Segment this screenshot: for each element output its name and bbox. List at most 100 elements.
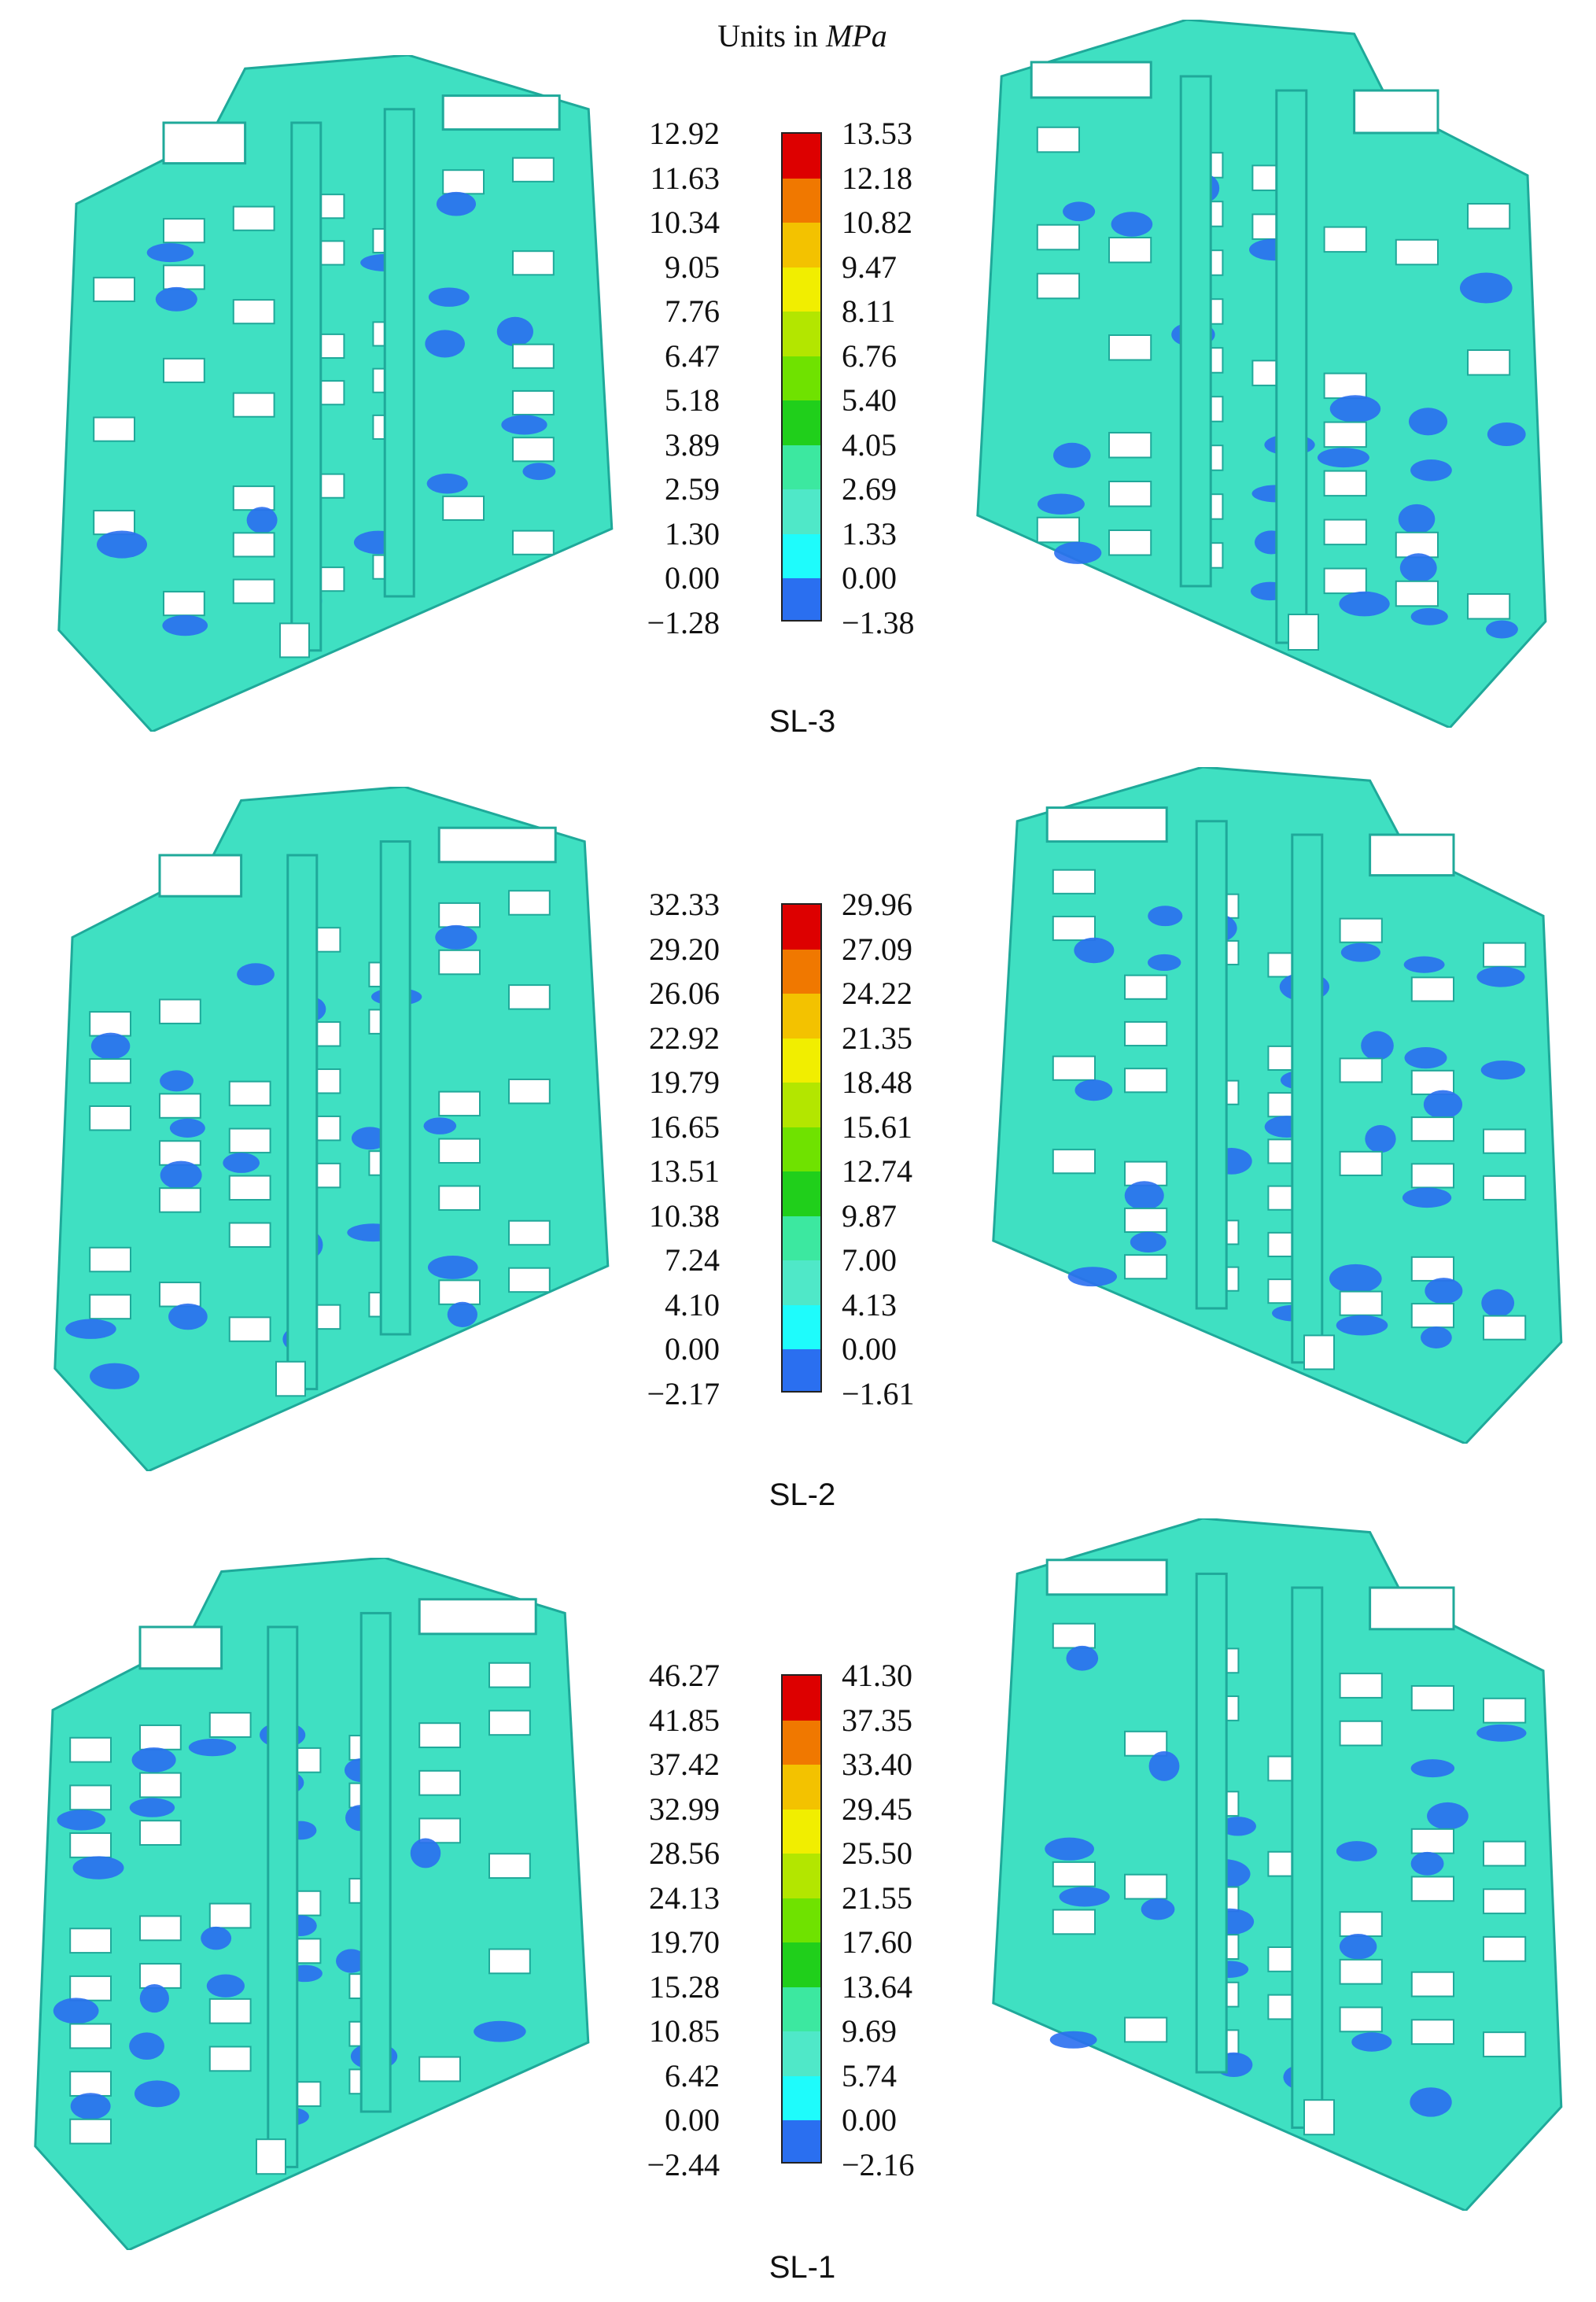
- colorbar-tick-right: 8.11: [842, 293, 896, 329]
- colorbar-swatch: [783, 1127, 820, 1171]
- colorbar-tick-left: 6.47: [665, 338, 720, 374]
- colorbar-swatch: [783, 1987, 820, 2031]
- colorbar-tick-right: 27.09: [842, 931, 912, 967]
- colorbar-tick-left: 10.34: [649, 205, 720, 240]
- colorbar-tick-right: 4.13: [842, 1286, 897, 1323]
- colorbar-swatch: [783, 1171, 820, 1216]
- colorbar-tick-right: 37.35: [842, 1702, 912, 1738]
- colorbar-tick-right: 2.69: [842, 471, 897, 507]
- colorbar-tick-left: 32.99: [649, 1791, 720, 1827]
- colorbar-swatch: [783, 2075, 820, 2120]
- units-label: Units in MPa: [708, 17, 897, 54]
- colorbar-tick-right: 5.40: [842, 382, 897, 418]
- colorbar-tick-left: 5.18: [665, 382, 720, 418]
- colorbar-tick-left: 11.63: [650, 160, 720, 196]
- colorbar-swatch: [783, 1676, 820, 1721]
- colorbar-tick-left: 46.27: [649, 1658, 720, 1693]
- colorbar-swatch: [783, 1216, 820, 1260]
- colorbar-tick-right: 13.64: [842, 1968, 912, 2005]
- colorbar: [781, 1674, 822, 2164]
- colorbar-tick-left: 26.06: [649, 976, 720, 1011]
- building-fe-model: [992, 1518, 1563, 2211]
- colorbar-swatch: [783, 1898, 820, 1942]
- colorbar-tick-left: 0.00: [665, 1331, 720, 1367]
- colorbar-tick-left: 29.20: [649, 931, 720, 967]
- colorbar-tick-left: 10.38: [649, 1197, 720, 1234]
- colorbar-tick-left: 4.10: [665, 1286, 720, 1323]
- colorbar-tick-right: 0.00: [842, 1331, 897, 1367]
- colorbar-swatch: [783, 312, 820, 356]
- colorbar-tick-left: 1.30: [665, 515, 720, 552]
- colorbar-tick-left: 15.28: [649, 1968, 720, 2005]
- colorbar-swatch: [783, 489, 820, 534]
- colorbar-tick-right: 24.22: [842, 976, 912, 1011]
- colorbar-tick-left: 2.59: [665, 471, 720, 507]
- colorbar-tick-left: 16.65: [649, 1109, 720, 1145]
- colorbar-tick-right: −1.61: [842, 1375, 915, 1411]
- colorbar-tick-right: 9.69: [842, 2013, 897, 2049]
- colorbar-tick-left: 19.70: [649, 1924, 720, 1960]
- colorbar-swatch: [783, 1083, 820, 1127]
- colorbar-swatch: [783, 1304, 820, 1349]
- panel-label: SL-1: [769, 2250, 836, 2285]
- colorbar-tick-left: 22.92: [649, 1020, 720, 1056]
- colorbar-tick-left: 0.00: [665, 560, 720, 596]
- units-unit: MPa: [826, 18, 887, 53]
- colorbar-tick-right: 17.60: [842, 1924, 912, 1960]
- colorbar-tick-left: 9.05: [665, 249, 720, 285]
- building-fe-model: [57, 55, 614, 732]
- colorbar-swatch: [783, 134, 820, 179]
- colorbar-swatch: [783, 400, 820, 445]
- colorbar: [781, 132, 822, 622]
- colorbar-tick-right: 29.45: [842, 1791, 912, 1827]
- colorbar-tick-left: 3.89: [665, 426, 720, 463]
- colorbar-swatch: [783, 223, 820, 267]
- colorbar-tick-right: 1.33: [842, 515, 897, 552]
- colorbar-tick-left: 19.79: [649, 1064, 720, 1100]
- building-fe-model: [992, 767, 1563, 1444]
- colorbar-tick-right: 6.76: [842, 338, 897, 374]
- colorbar-swatch: [783, 178, 820, 223]
- colorbar-tick-left: 6.42: [665, 2057, 720, 2094]
- colorbar-tick-right: 29.96: [842, 887, 912, 922]
- colorbar-tick-left: 24.13: [649, 1880, 720, 1916]
- colorbar-tick-left: 13.51: [649, 1153, 720, 1189]
- colorbar-swatch: [783, 1260, 820, 1305]
- panel-label: SL-2: [769, 1477, 836, 1512]
- building-fe-model: [976, 20, 1547, 728]
- colorbar-tick-right: 5.74: [842, 2057, 897, 2094]
- colorbar-swatch: [783, 1720, 820, 1765]
- colorbar-swatch: [783, 1942, 820, 1987]
- colorbar-tick-right: 25.50: [842, 1835, 912, 1871]
- colorbar-tick-left: −1.28: [647, 604, 720, 640]
- colorbar-tick-right: 9.87: [842, 1197, 897, 1234]
- colorbar-tick-left: 28.56: [649, 1835, 720, 1871]
- colorbar-tick-left: −2.44: [647, 2146, 720, 2182]
- colorbar-tick-right: 4.05: [842, 426, 897, 463]
- colorbar-tick-right: 12.74: [842, 1153, 912, 1189]
- colorbar-swatch: [783, 1349, 820, 1391]
- panel-label: SL-3: [769, 704, 836, 739]
- colorbar-tick-left: −2.17: [647, 1375, 720, 1411]
- colorbar-swatch: [783, 445, 820, 489]
- colorbar-tick-right: −2.16: [842, 2146, 915, 2182]
- colorbar-tick-left: 32.33: [649, 887, 720, 922]
- building-fe-model: [53, 787, 610, 1471]
- colorbar-tick-left: 37.42: [649, 1747, 720, 1782]
- colorbar-swatch: [783, 2120, 820, 2162]
- colorbar-tick-left: 0.00: [665, 2102, 720, 2138]
- colorbar-tick-right: 13.53: [842, 116, 912, 151]
- colorbar-tick-right: −1.38: [842, 604, 915, 640]
- colorbar-swatch: [783, 578, 820, 620]
- colorbar-tick-right: 21.35: [842, 1020, 912, 1056]
- colorbar-tick-right: 0.00: [842, 2102, 897, 2138]
- colorbar-swatch: [783, 356, 820, 400]
- colorbar-tick-right: 7.00: [842, 1242, 897, 1278]
- colorbar-swatch: [783, 905, 820, 950]
- colorbar-swatch: [783, 994, 820, 1038]
- colorbar-tick-right: 21.55: [842, 1880, 912, 1916]
- colorbar-swatch: [783, 949, 820, 994]
- colorbar-tick-right: 9.47: [842, 249, 897, 285]
- colorbar-tick-right: 33.40: [842, 1747, 912, 1782]
